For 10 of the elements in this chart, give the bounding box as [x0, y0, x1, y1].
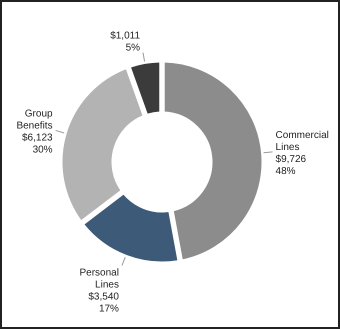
data-label: $3,540 17% [88, 292, 120, 315]
donut-slice [130, 62, 160, 115]
data-label: $6,123 30% [22, 132, 54, 156]
donut-slice [83, 194, 178, 262]
donut-slice [62, 68, 144, 222]
slice-label: Commercial Lines [276, 130, 329, 153]
slice-label: Personal Lines [79, 268, 119, 291]
data-label: $9,726 48% [276, 154, 307, 177]
data-label: $1,011 5% [110, 30, 140, 54]
slice-label: Group Benefits [16, 108, 54, 132]
